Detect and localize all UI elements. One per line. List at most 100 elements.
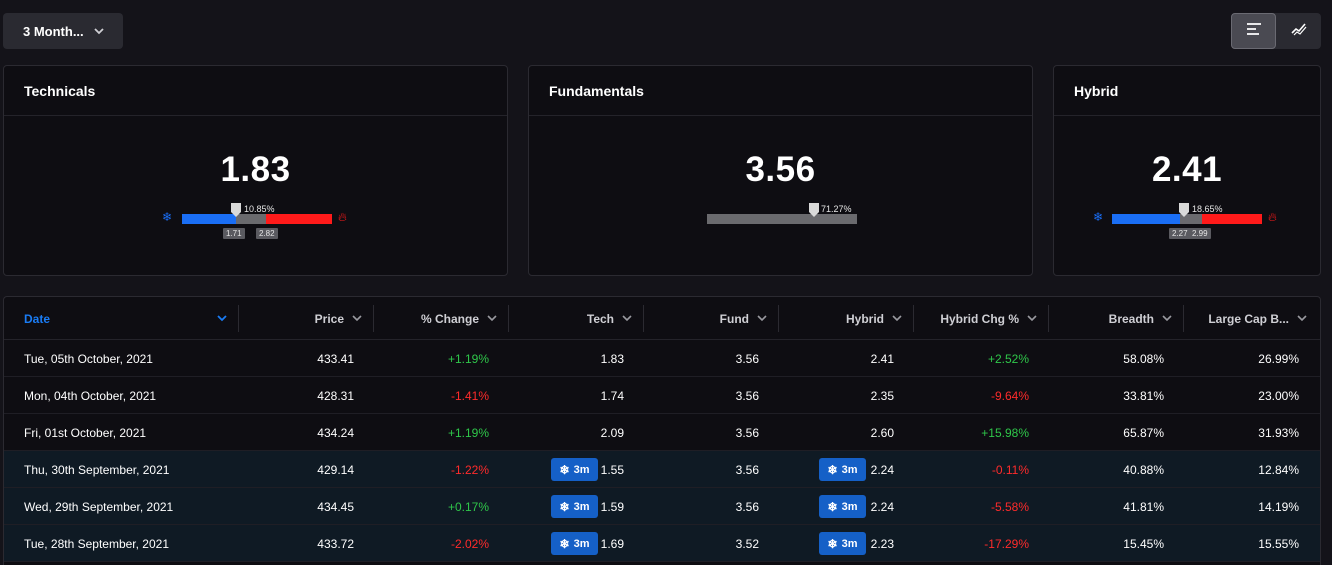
- table-row[interactable]: Tue, 05th October, 2021 433.41 +1.19% 1.83 3…: [4, 340, 1320, 377]
- column-header-fund[interactable]: Fund: [644, 297, 779, 340]
- table-row[interactable]: Thu, 30th September, 2021 429.14 -1.22% 1.5…: [4, 451, 1320, 488]
- cell-hybrid: 2.24: [870, 462, 894, 477]
- list-view-button[interactable]: [1231, 13, 1276, 49]
- badge-label: 3m: [573, 537, 590, 550]
- column-header-large-cap[interactable]: Large Cap B...: [1184, 297, 1319, 340]
- cell-breadth: 15.45%: [1123, 536, 1164, 551]
- cell-large-cap: 12.84%: [1258, 462, 1299, 477]
- chevron-down-icon: [622, 312, 632, 326]
- gauge-hot-segment: [1202, 214, 1262, 224]
- table-row[interactable]: Tue, 28th September, 2021 433.72 -2.02% 1.6…: [4, 525, 1320, 562]
- cell-price: 433.72: [317, 536, 354, 551]
- chart-view-icon: [1290, 22, 1307, 41]
- table-header: Date Price % Change Tech Fund Hybrid Hyb…: [4, 297, 1320, 340]
- fundamentals-title: Fundamentals: [529, 66, 1032, 116]
- chart-view-button[interactable]: [1276, 13, 1321, 49]
- chevron-down-icon: [487, 312, 497, 326]
- cell-breadth: 41.81%: [1123, 499, 1164, 514]
- technicals-gauge: ❄ 10.85% 1.71 2.82 🔥︎: [162, 203, 352, 243]
- column-header-tech[interactable]: Tech: [509, 297, 644, 340]
- tech-3m-badge[interactable]: ❄ 3m: [551, 495, 598, 518]
- badge-label: 3m: [573, 463, 590, 476]
- badge-label: 3m: [841, 463, 858, 476]
- cell-fund: 3.56: [735, 351, 759, 366]
- fundamentals-card: Fundamentals 3.56 71.27%: [528, 65, 1033, 276]
- snowflake-icon: ❄: [827, 462, 838, 477]
- gauge-percent: 18.65%: [1192, 204, 1223, 214]
- gauge-cold-segment: [1112, 214, 1180, 224]
- flame-icon: 🔥︎: [338, 210, 347, 224]
- cell-price: 428.31: [317, 388, 354, 403]
- flame-icon: 🔥︎: [1268, 210, 1277, 224]
- table-body: Tue, 05th October, 2021 433.41 +1.19% 1.83 3…: [4, 340, 1320, 562]
- snowflake-icon: ❄: [827, 499, 838, 514]
- fundamentals-gauge: 71.27%: [707, 203, 867, 243]
- column-header-date[interactable]: Date: [4, 297, 239, 340]
- cell-price: 433.41: [317, 351, 354, 366]
- cell-date: Tue, 05th October, 2021: [24, 351, 153, 366]
- cell-date: Mon, 04th October, 2021: [24, 388, 157, 403]
- hybrid-3m-badge[interactable]: ❄ 3m: [819, 532, 866, 555]
- column-header-label: Date: [24, 311, 51, 326]
- cell-breadth: 33.81%: [1123, 388, 1164, 403]
- chevron-down-icon: [1297, 312, 1307, 326]
- gauge-percent: 71.27%: [821, 204, 852, 214]
- snowflake-icon: ❄: [827, 536, 838, 551]
- column-header-price[interactable]: Price: [239, 297, 374, 340]
- cell-fund: 3.56: [735, 425, 759, 440]
- snowflake-icon: ❄: [559, 499, 570, 514]
- cell-date: Wed, 29th September, 2021: [24, 499, 174, 514]
- hybrid-3m-badge[interactable]: ❄ 3m: [819, 458, 866, 481]
- gauge-range-segment: [236, 214, 266, 224]
- technicals-title: Technicals: [4, 66, 507, 116]
- table-row[interactable]: Mon, 04th October, 2021 428.31 -1.41% 1.74 3…: [4, 377, 1320, 414]
- table-row[interactable]: Wed, 29th September, 2021 434.45 +0.17% 1.5…: [4, 488, 1320, 525]
- cell-large-cap: 31.93%: [1258, 425, 1299, 440]
- gauge-marker: [1179, 203, 1189, 217]
- snowflake-icon: ❄: [1093, 210, 1104, 224]
- snowflake-icon: ❄: [559, 536, 570, 551]
- chevron-down-icon: [1162, 312, 1172, 326]
- column-header-breadth[interactable]: Breadth: [1049, 297, 1184, 340]
- gauge-low-tag: 2.27: [1169, 228, 1191, 239]
- cell-large-cap: 26.99%: [1258, 351, 1299, 366]
- cell-large-cap: 23.00%: [1258, 388, 1299, 403]
- cell-tech: 1.59: [600, 499, 624, 514]
- column-header-label: Hybrid: [845, 311, 884, 326]
- cell-hybrid: 2.41: [870, 351, 894, 366]
- table-row[interactable]: Fri, 01st October, 2021 434.24 +1.19% 2.09 3…: [4, 414, 1320, 451]
- cell-change: -1.22%: [450, 462, 489, 477]
- chevron-down-icon: [352, 312, 362, 326]
- cell-fund: 3.52: [735, 536, 759, 551]
- gauge-range-segment: [707, 214, 857, 224]
- cell-hybrid: 2.24: [870, 499, 894, 514]
- period-dropdown[interactable]: 3 Month...: [3, 13, 123, 49]
- cell-change: +1.19%: [447, 351, 489, 366]
- technicals-value: 1.83: [220, 150, 291, 189]
- cell-price: 434.24: [317, 425, 354, 440]
- gauge-low-tag: 1.71: [223, 228, 245, 239]
- hybrid-3m-badge[interactable]: ❄ 3m: [819, 495, 866, 518]
- tech-3m-badge[interactable]: ❄ 3m: [551, 458, 598, 481]
- chevron-down-icon: [93, 25, 105, 40]
- cell-date: Fri, 01st October, 2021: [24, 425, 147, 440]
- gauge-marker: [231, 203, 241, 217]
- cell-fund: 3.56: [735, 388, 759, 403]
- column-header-change[interactable]: % Change: [374, 297, 509, 340]
- column-header-hybrid[interactable]: Hybrid: [779, 297, 914, 340]
- cell-price: 429.14: [317, 462, 354, 477]
- tech-3m-badge[interactable]: ❄ 3m: [551, 532, 598, 555]
- column-header-hybrid-chg[interactable]: Hybrid Chg %: [914, 297, 1049, 340]
- gauge-percent: 10.85%: [244, 204, 275, 214]
- column-header-label: Breadth: [1108, 311, 1154, 326]
- cell-change: -1.41%: [450, 388, 489, 403]
- fundamentals-value: 3.56: [745, 150, 816, 189]
- cell-tech: 1.55: [600, 462, 624, 477]
- cell-change: +1.19%: [447, 425, 489, 440]
- hybrid-card: Hybrid 2.41 ❄ 18.65% 2.27 2.99 🔥︎: [1053, 65, 1321, 276]
- cell-fund: 3.56: [735, 462, 759, 477]
- list-view-icon: [1246, 22, 1262, 41]
- gauge-range-segment: [1180, 214, 1202, 224]
- cell-hybrid: 2.35: [870, 388, 894, 403]
- chevron-down-icon: [892, 312, 902, 326]
